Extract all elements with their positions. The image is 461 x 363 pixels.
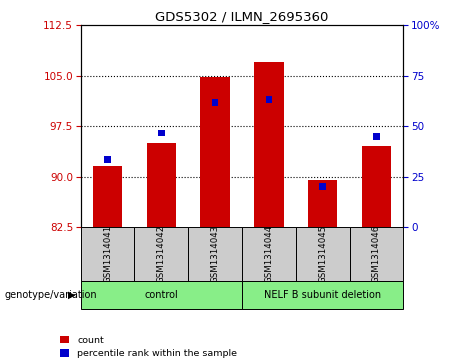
Bar [242,227,296,281]
Bar [158,130,165,136]
Text: GSM1314045: GSM1314045 [318,225,327,283]
Text: GSM1314046: GSM1314046 [372,225,381,283]
Bar [104,156,111,163]
Bar [81,227,135,281]
Text: NELF B subunit deletion: NELF B subunit deletion [264,290,381,300]
Bar [147,143,176,227]
Text: genotype/variation: genotype/variation [5,290,97,300]
Bar [242,281,403,309]
Text: control: control [144,290,178,300]
Text: GSM1314042: GSM1314042 [157,225,166,283]
Legend: count, percentile rank within the sample: count, percentile rank within the sample [60,335,237,358]
Bar [135,227,188,281]
Title: GDS5302 / ILMN_2695360: GDS5302 / ILMN_2695360 [155,10,329,23]
Bar [308,180,337,227]
Bar [201,77,230,227]
Bar [373,133,380,139]
Text: GSM1314044: GSM1314044 [265,225,273,283]
Bar [266,96,272,103]
Text: GSM1314043: GSM1314043 [211,225,219,283]
Bar [212,99,219,106]
Bar [296,227,349,281]
Bar [93,166,122,227]
Bar [81,281,242,309]
Bar [319,183,326,190]
Bar [362,146,391,227]
Bar [254,62,284,227]
Bar [349,227,403,281]
Text: GSM1314041: GSM1314041 [103,225,112,283]
Text: ▶: ▶ [68,290,75,300]
Bar [188,227,242,281]
